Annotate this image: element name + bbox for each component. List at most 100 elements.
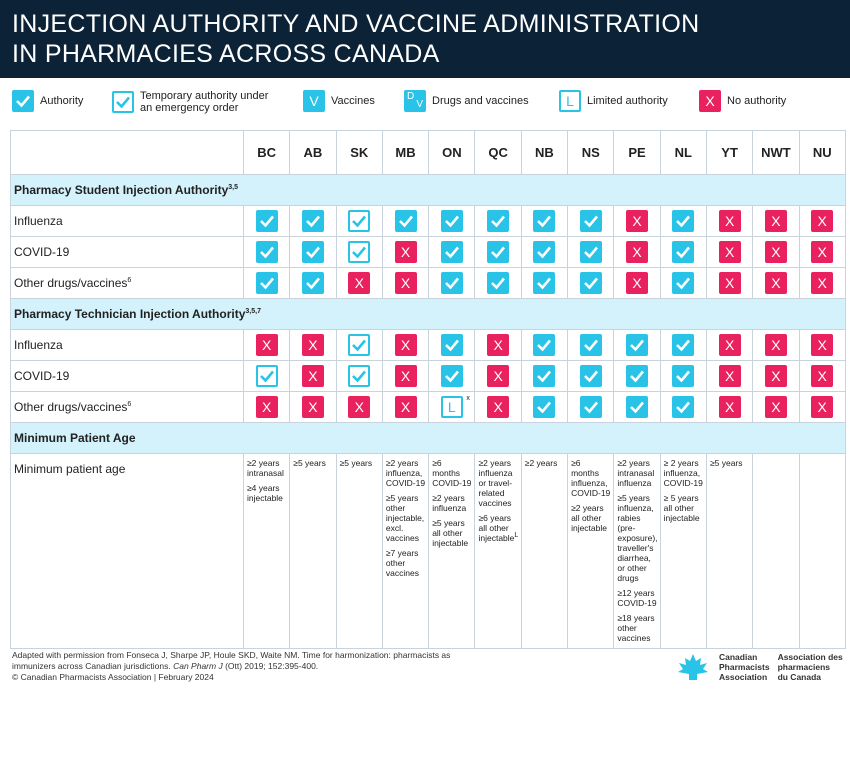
- table-cell: [335, 205, 383, 237]
- status-icon: X: [811, 210, 834, 232]
- age-text: ≥6 months influenza, COVID-19: [571, 458, 611, 498]
- icon-letter: D: [407, 91, 415, 102]
- legend-label-line: Authority: [40, 95, 84, 107]
- table-cell: [659, 329, 707, 361]
- icon-letter: X: [771, 337, 781, 353]
- table-cell: X: [613, 205, 661, 237]
- table-cell: X: [381, 360, 430, 392]
- status-icon: [626, 334, 649, 356]
- table-row: Influenza X X X X X X X: [10, 329, 846, 361]
- status-icon: X: [301, 365, 324, 387]
- age-text: ≥2 years influenza: [432, 493, 467, 513]
- check-mark: [583, 401, 598, 414]
- check-mark: [537, 339, 552, 352]
- age-text: ≥2 years influenza or travel-related vac…: [478, 458, 513, 508]
- age-text: ≥5 years: [339, 458, 373, 468]
- table-cell: [520, 267, 569, 299]
- status-icon: [348, 210, 371, 232]
- table-cell: X: [752, 329, 800, 361]
- table-cell: [242, 267, 291, 299]
- section-title: Pharmacy Student Injection Authority3,5: [10, 174, 846, 206]
- icon-letter: X: [724, 337, 735, 353]
- table-cell: [428, 205, 476, 237]
- icon-letter: X: [817, 368, 827, 384]
- icon-letter: X: [354, 275, 364, 291]
- status-icon: X: [394, 396, 417, 418]
- status-icon: [348, 334, 371, 356]
- icon-letter: X: [493, 337, 503, 353]
- icon-letter: X: [771, 368, 781, 384]
- table-cell: X: [335, 391, 383, 423]
- table-cell: [381, 205, 430, 237]
- legend-label: Limited authority: [587, 95, 668, 107]
- icon-letter: X: [632, 275, 642, 291]
- icon-letter: X: [308, 368, 318, 384]
- row-label-text: Other drugs/vaccines: [14, 276, 128, 290]
- icon-letter: X: [724, 244, 735, 260]
- table-cell: X: [752, 360, 800, 392]
- icon-letter: X: [632, 213, 642, 229]
- table-cell: X: [289, 391, 337, 423]
- table-cell: X: [242, 329, 291, 361]
- table-cell: [567, 236, 615, 268]
- table-cell: X: [474, 391, 522, 423]
- table-cell: X: [752, 236, 800, 268]
- logo-line: Association des: [777, 652, 843, 662]
- icon-letter: X: [354, 399, 364, 415]
- check-mark: [352, 339, 367, 352]
- status-icon: [579, 272, 602, 294]
- age-text: ≥4 years injectable: [247, 483, 283, 503]
- age-text: ≥ 2 years influenza, COVID-19: [663, 458, 703, 488]
- check-mark: [583, 277, 598, 290]
- status-icon: X: [626, 272, 649, 294]
- icon-note: x: [466, 395, 470, 402]
- check-mark: [537, 370, 552, 383]
- table-cell: ≥2 years intranasal ≥4 years injectable: [242, 453, 291, 649]
- logo-text: Association des pharmaciens du Canada: [778, 652, 843, 682]
- age-text: ≥5 years: [293, 458, 326, 468]
- title-line: IN PHARMACIES ACROSS CANADA: [12, 40, 440, 68]
- row-label-text: Other drugs/vaccines: [14, 400, 128, 414]
- check-mark: [352, 246, 367, 259]
- section-row: Pharmacy Technician Injection Authority3…: [10, 298, 846, 330]
- section-title: Pharmacy Technician Injection Authority3…: [10, 298, 846, 330]
- section-title: Minimum Patient Age: [10, 422, 846, 454]
- footnote-ref: 6: [127, 401, 132, 408]
- table-cell: X: [705, 391, 754, 423]
- status-icon: X: [487, 365, 510, 387]
- icon-letter: X: [817, 244, 827, 260]
- table-cell: [567, 329, 615, 361]
- status-icon: [672, 334, 695, 356]
- check-mark: [444, 339, 459, 352]
- logo-line: Canadian: [719, 652, 758, 662]
- table-cell: ≥5 years: [289, 453, 337, 649]
- check-mark: [676, 215, 691, 228]
- age-text: ≥ 5 years all other injectable: [663, 493, 700, 523]
- status-icon: X: [764, 365, 787, 387]
- status-icon: [255, 241, 278, 263]
- table-cell: [567, 360, 615, 392]
- check-mark: [630, 339, 645, 352]
- check-mark: [306, 246, 320, 259]
- table-cell: X: [798, 267, 846, 299]
- status-icon: [487, 210, 510, 232]
- status-icon: [626, 365, 649, 387]
- footnote-ref: 6: [127, 277, 132, 284]
- status-icon: X: [626, 241, 649, 263]
- table-cell: [289, 205, 337, 237]
- table-cell: X: [705, 360, 754, 392]
- status-icon: [579, 241, 602, 263]
- authority-table: BC AB SK MB ON QC NB NS PE NL YT NWT NU Pharmacy Stud…: [10, 130, 846, 649]
- check-mark: [630, 370, 645, 383]
- column-header: ON: [428, 130, 476, 175]
- icon-letter: X: [261, 337, 272, 353]
- status-icon: [579, 365, 602, 387]
- table-cell: [520, 205, 569, 237]
- row-label: Minimum patient age: [10, 453, 244, 649]
- status-icon: [301, 210, 324, 232]
- status-icon: [348, 241, 371, 263]
- header-row: BC AB SK MB ON QC NB NS PE NL YT NWT NU: [10, 130, 846, 175]
